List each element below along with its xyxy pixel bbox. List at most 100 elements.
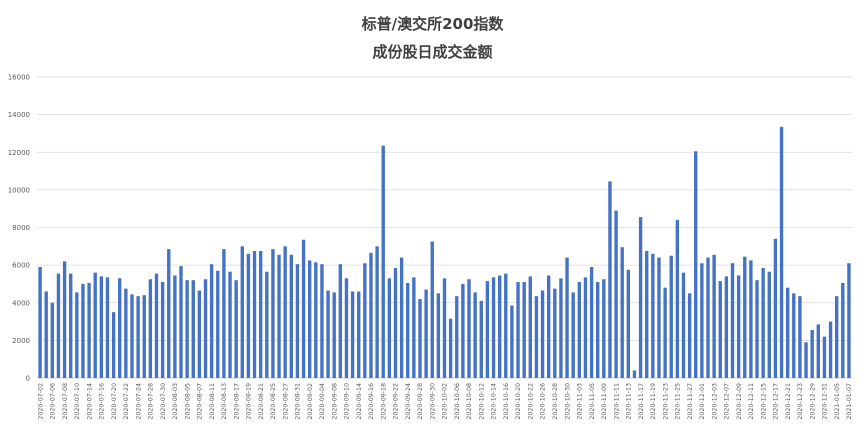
bar xyxy=(755,280,759,378)
y-tick-label: 14000 xyxy=(8,111,30,119)
bar xyxy=(467,279,471,378)
x-tick-label: 2020-07-02 xyxy=(37,383,44,420)
bar xyxy=(167,249,171,378)
bar xyxy=(841,282,845,378)
x-tick-label: 2020-12-01 xyxy=(699,383,706,420)
bar xyxy=(534,296,539,378)
bar xyxy=(663,287,667,378)
bar xyxy=(743,256,747,378)
bar xyxy=(589,267,594,378)
x-tick-label: 2020-08-03 xyxy=(172,383,179,420)
bar xyxy=(461,283,465,378)
x-tick-label: 2020-09-02 xyxy=(307,383,314,420)
y-tick-label: 12000 xyxy=(8,149,30,157)
x-tick-label: 2020-07-10 xyxy=(74,383,81,420)
bar xyxy=(798,296,802,378)
y-tick-label: 6000 xyxy=(12,262,30,270)
bar xyxy=(75,292,79,378)
x-tick-label: 2021-01-05 xyxy=(834,383,841,420)
bar xyxy=(614,210,618,378)
x-tick-label: 2020-10-14 xyxy=(491,383,498,420)
bar xyxy=(681,272,686,378)
bar xyxy=(455,296,459,378)
bar xyxy=(295,264,300,378)
x-tick-label: 2020-08-13 xyxy=(221,383,228,420)
x-tick-label: 2020-10-08 xyxy=(466,383,473,420)
bar xyxy=(804,342,808,378)
bar xyxy=(234,280,238,378)
bar xyxy=(687,293,692,378)
bar xyxy=(773,238,778,378)
bar xyxy=(675,219,680,378)
bar xyxy=(148,279,153,378)
bar xyxy=(651,253,655,378)
x-tick-label: 2020-10-02 xyxy=(442,383,449,420)
bar xyxy=(387,278,392,378)
x-tick-label: 2020-09-08 xyxy=(331,383,338,420)
bar xyxy=(485,281,490,378)
bar xyxy=(99,276,104,378)
bar xyxy=(38,267,42,378)
y-axis-ticks: 0 2000 4000 6000 8000 10000 12000 14000 16000 xyxy=(8,74,30,383)
bar xyxy=(491,277,496,378)
bar xyxy=(357,291,361,378)
bar xyxy=(228,271,232,378)
bar xyxy=(185,280,189,378)
bar xyxy=(130,294,134,378)
bar xyxy=(136,296,140,378)
y-tick-label: 8000 xyxy=(12,224,30,232)
bar xyxy=(289,254,293,378)
x-tick-label: 2020-12-31 xyxy=(822,383,829,420)
bar xyxy=(645,251,649,378)
bar xyxy=(69,273,73,378)
bar xyxy=(124,288,128,378)
bar xyxy=(44,291,48,378)
y-tick-label: 4000 xyxy=(12,299,30,307)
x-tick-label: 2020-07-14 xyxy=(86,383,93,420)
x-tick-label: 2020-09-14 xyxy=(356,383,363,420)
bar xyxy=(246,253,251,378)
bar xyxy=(412,277,416,378)
bar xyxy=(62,261,67,378)
bar xyxy=(56,273,61,378)
x-tick-label: 2020-12-21 xyxy=(785,383,792,420)
bar xyxy=(448,318,453,378)
bar xyxy=(105,277,110,378)
bar xyxy=(816,324,820,378)
bar xyxy=(406,282,410,378)
bar xyxy=(657,257,661,378)
bar xyxy=(473,292,477,378)
bar xyxy=(553,288,557,378)
x-tick-label: 2020-12-17 xyxy=(773,383,780,420)
bar xyxy=(203,279,208,378)
bar xyxy=(749,260,753,378)
x-tick-label: 2020-11-03 xyxy=(577,383,584,420)
x-tick-label: 2020-11-25 xyxy=(675,383,682,420)
bar xyxy=(418,298,422,378)
x-tick-label: 2020-07-08 xyxy=(62,383,69,420)
bar xyxy=(497,275,502,378)
x-tick-label: 2020-09-10 xyxy=(344,383,351,420)
bar xyxy=(326,290,330,378)
x-tick-label: 2020-10-06 xyxy=(454,383,461,420)
x-tick-label: 2020-12-29 xyxy=(809,383,816,420)
bar xyxy=(620,247,624,378)
bar xyxy=(308,260,312,378)
x-tick-label: 2020-11-17 xyxy=(638,383,645,420)
x-tick-label: 2020-08-11 xyxy=(209,383,216,420)
bar xyxy=(344,278,349,378)
bar xyxy=(779,126,784,379)
x-tick-label: 2020-12-15 xyxy=(760,383,767,420)
bar xyxy=(761,267,765,378)
bar xyxy=(258,251,263,378)
x-tick-label: 2020-09-30 xyxy=(429,383,436,420)
bar xyxy=(638,217,643,378)
bar xyxy=(277,254,281,378)
bar xyxy=(197,290,202,378)
bar xyxy=(718,281,722,378)
bar xyxy=(540,290,545,378)
bar xyxy=(522,282,526,378)
bar xyxy=(375,246,379,378)
bar xyxy=(283,246,287,378)
